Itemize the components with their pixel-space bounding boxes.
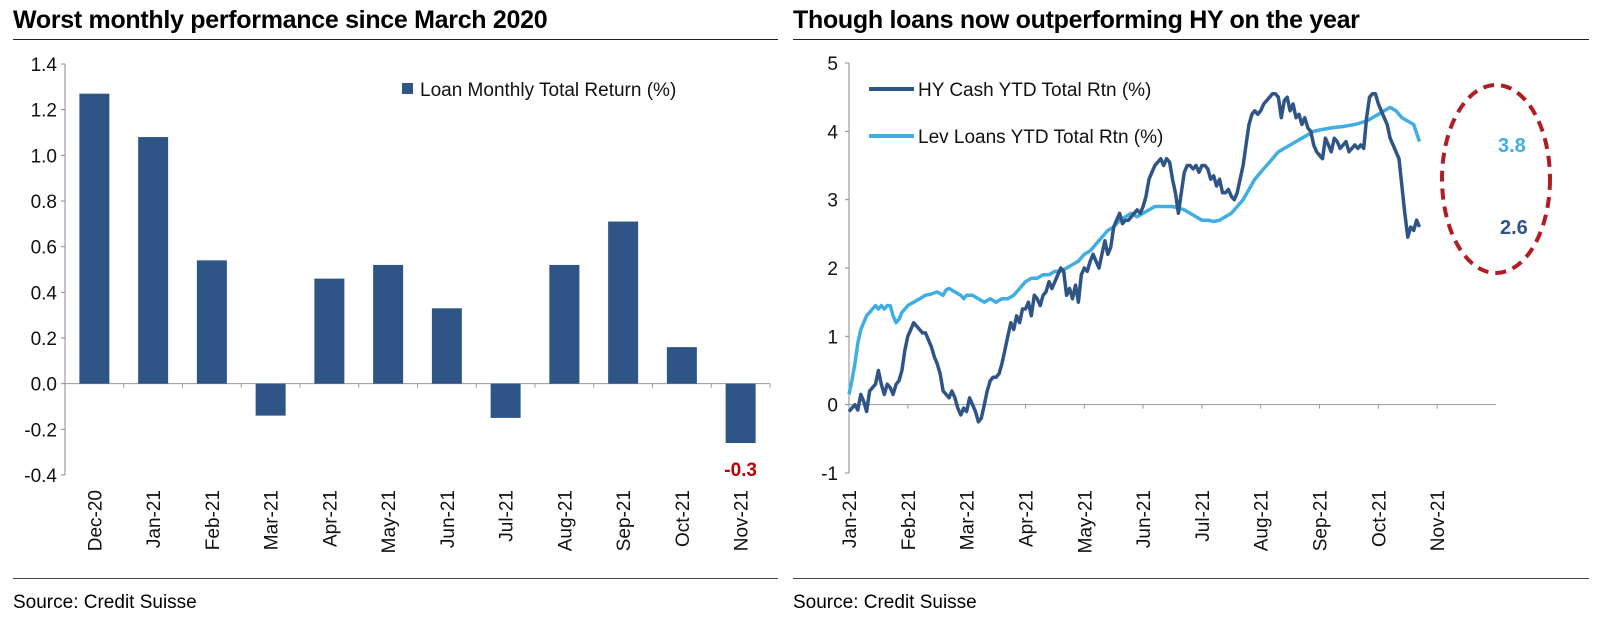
x-tick-label: May-21 (379, 490, 400, 553)
y-tick-label: 1.4 (31, 55, 58, 76)
right-title-rule (793, 39, 1589, 40)
x-tick-label: Aug-21 (555, 490, 576, 551)
bar (431, 308, 462, 384)
bar (666, 347, 697, 384)
y-tick-label: 0.8 (31, 192, 57, 213)
end-label-loans: 3.8 (1498, 135, 1526, 157)
bar (490, 383, 521, 418)
x-tick-label: Jun-21 (438, 490, 459, 548)
left-title-rule (13, 39, 778, 40)
bar (79, 93, 110, 384)
y-tick-label: 0.6 (31, 238, 57, 259)
legend-swatch (402, 83, 413, 94)
y-tick-label: 3 (827, 191, 838, 212)
x-tick-label: Dec-20 (85, 490, 106, 551)
y-tick-label: -1 (821, 464, 838, 485)
bar (608, 221, 639, 384)
x-tick-label: Jan-21 (840, 490, 861, 548)
legend-label: Loan Monthly Total Return (%) (420, 80, 676, 101)
y-tick-label: 1.2 (31, 101, 57, 122)
right-chart-title: Though loans now outperforming HY on the… (793, 6, 1360, 34)
x-tick-label: Jul-21 (497, 490, 518, 542)
bar (196, 260, 227, 384)
x-tick-label: Oct-21 (673, 490, 694, 547)
data-label-nov21: -0.3 (724, 460, 757, 481)
bar-chart: -0.4 -0.2 0.0 0.2 0.4 0.6 0.8 1.0 1.2 1.4 Dec-20 Ja… (24, 55, 771, 553)
x-tick-label: Jun-21 (1134, 490, 1155, 548)
y-tick-label: 0.0 (31, 375, 57, 396)
x-tick-label: Jul-21 (1193, 490, 1214, 542)
left-source-rule (13, 578, 778, 579)
bar (138, 137, 169, 384)
y-tick-label: -0.4 (24, 466, 57, 487)
x-tick-label: Mar-21 (958, 490, 979, 550)
y-tick-label: 0.4 (31, 283, 58, 304)
y-tick-label: 2 (827, 259, 838, 280)
left-source-note: Source: Credit Suisse (13, 592, 197, 613)
x-tick-label: Feb-21 (899, 490, 920, 550)
x-tick-label: Feb-21 (203, 490, 224, 550)
legend-label: Lev Loans YTD Total Rtn (%) (918, 127, 1163, 148)
highlight-ellipse (1440, 83, 1552, 275)
bar (255, 383, 286, 416)
right-source-rule (793, 578, 1589, 579)
legend-label: HY Cash YTD Total Rtn (%) (918, 80, 1151, 101)
y-tick-label: 0.2 (31, 329, 57, 350)
x-tick-label: Nov-21 (732, 490, 753, 551)
y-tick-label: 4 (827, 122, 838, 143)
x-tick-label: May-21 (1075, 490, 1096, 553)
y-tick-label: 1.0 (31, 146, 57, 167)
x-tick-label: Nov-21 (1428, 490, 1449, 551)
x-tick-label: Sep-21 (614, 490, 635, 551)
bar (373, 264, 404, 384)
series-line (847, 92, 1422, 424)
bar (725, 383, 756, 444)
bar (549, 264, 580, 384)
left-chart-title: Worst monthly performance since March 20… (13, 6, 548, 34)
x-tick-label: Mar-21 (262, 490, 283, 550)
end-label-hy: 2.6 (1500, 217, 1528, 239)
left-panel: Worst monthly performance since March 20… (0, 0, 790, 631)
x-tick-label: Sep-21 (1311, 490, 1332, 551)
x-tick-label: Jan-21 (144, 490, 165, 548)
y-tick-label: 5 (827, 54, 838, 75)
series-line (847, 105, 1422, 395)
line-chart: -1 0 1 2 3 4 5 Jan-21 Feb-21 Mar-21 Apr-21 May-21 Ju… (821, 54, 1552, 553)
x-tick-label: Oct-21 (1369, 490, 1390, 547)
y-tick-label: -0.2 (24, 420, 57, 441)
bar (314, 278, 345, 384)
right-panel: Though loans now outperforming HY on the… (790, 0, 1599, 631)
y-tick-label: 0 (827, 396, 838, 417)
y-tick-label: 1 (827, 327, 838, 348)
x-tick-label: Apr-21 (1016, 490, 1037, 547)
x-tick-label: Apr-21 (320, 490, 341, 547)
x-tick-label: Aug-21 (1252, 490, 1273, 551)
right-source-note: Source: Credit Suisse (793, 592, 977, 613)
